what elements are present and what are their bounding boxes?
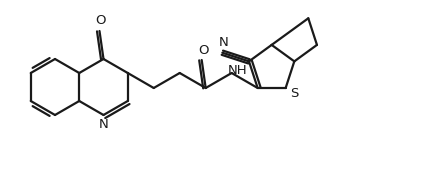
- Text: O: O: [198, 44, 208, 56]
- Text: NH: NH: [227, 65, 247, 78]
- Text: O: O: [95, 15, 106, 27]
- Text: N: N: [98, 118, 108, 132]
- Text: S: S: [290, 88, 298, 100]
- Text: N: N: [218, 36, 228, 49]
